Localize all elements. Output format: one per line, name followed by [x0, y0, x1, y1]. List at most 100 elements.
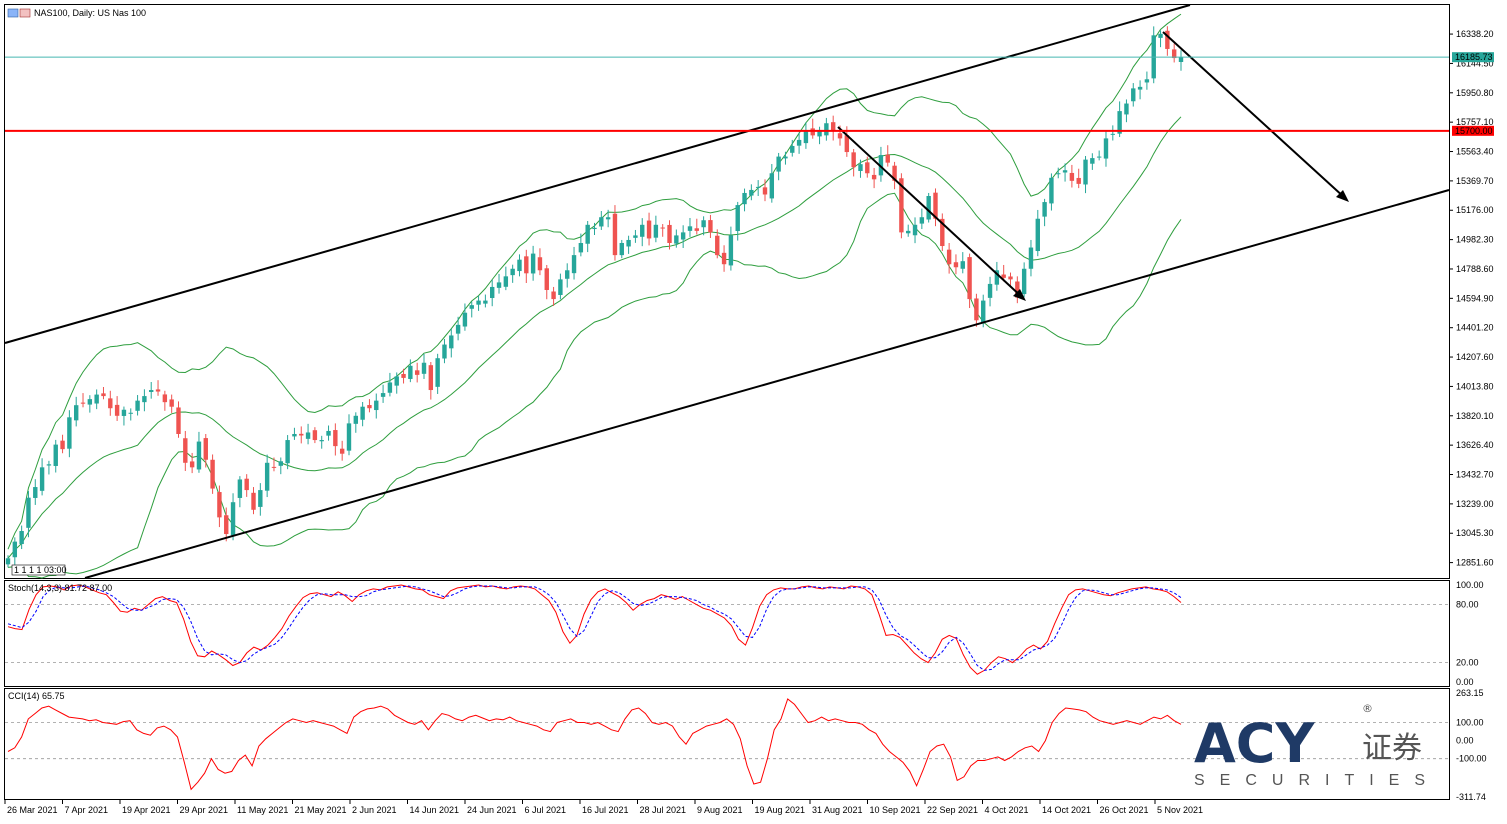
candle-body	[1015, 281, 1020, 298]
candle-body	[408, 365, 413, 379]
window-restore-icon[interactable]	[19, 8, 31, 18]
symbol-header[interactable]: NAS100, Daily: US Nas 100	[7, 8, 146, 18]
price-tick-label: 13045.30	[1456, 528, 1494, 538]
candle-body	[1178, 57, 1184, 62]
date-tick-label: 31 Aug 2021	[812, 805, 863, 815]
price-tick-label: 15950.80	[1456, 88, 1494, 98]
candle-body	[449, 335, 454, 349]
window-menu-icon[interactable]	[7, 8, 19, 18]
candle-body	[1137, 86, 1143, 90]
bollinger-lower-line	[7, 192, 1182, 579]
bollinger-middle-line	[7, 116, 1182, 559]
candle-body	[667, 224, 672, 243]
date-tick-label: 6 Jul 2021	[525, 805, 567, 815]
candle-body	[299, 433, 304, 436]
candle-body	[837, 133, 843, 139]
candle-body	[919, 217, 925, 224]
candle-body	[994, 270, 1000, 285]
candle-body	[851, 152, 856, 168]
candle-body	[1021, 268, 1027, 295]
candle-body	[462, 312, 468, 327]
date-tick-label: 7 Apr 2021	[65, 805, 109, 815]
candle-body	[264, 462, 270, 491]
candle-body	[414, 370, 420, 375]
candle-body	[796, 139, 802, 146]
stoch-axis: 100.00 80.00 20.00 0.00	[1456, 580, 1484, 687]
price-tick-label: 16338.20	[1456, 29, 1494, 39]
candle-body	[19, 531, 24, 545]
candle-body	[1001, 274, 1006, 278]
date-axis: 26 Mar 2021 7 Apr 2021 19 Apr 2021 29 Apr 2…	[4, 800, 1203, 815]
candle-body	[12, 541, 18, 558]
candle-body	[585, 224, 590, 244]
candle-body	[946, 249, 952, 265]
logo-cn-text: 证券	[1362, 731, 1422, 766]
candle-body	[653, 224, 659, 238]
candle-body	[73, 405, 79, 421]
timeframe-box	[11, 564, 66, 576]
date-tick-label: 21 May 2021	[295, 805, 347, 815]
price-tick-label: 13239.00	[1456, 499, 1494, 509]
candle-body	[292, 433, 297, 437]
candle-body	[680, 232, 686, 240]
forecast-arrows	[837, 31, 1349, 301]
candle-body	[1090, 158, 1095, 164]
symbol-title: NAS100, Daily: US Nas 100	[34, 8, 146, 18]
candle-body	[230, 502, 236, 536]
price-tick-label: 15369.70	[1456, 176, 1494, 186]
candle-body	[121, 409, 127, 416]
candle-body	[87, 399, 93, 405]
candle-body	[101, 393, 106, 397]
candle-body	[987, 283, 993, 298]
candle-body	[1171, 49, 1177, 59]
candle-body	[476, 300, 481, 305]
stoch-d-line	[7, 585, 1182, 671]
price-tick-label: 14594.90	[1456, 293, 1494, 303]
price-tick-label: 15563.40	[1456, 147, 1494, 157]
candle-body	[810, 128, 815, 136]
candle-body	[858, 164, 863, 171]
candle-body	[974, 298, 979, 321]
price-tick-label: 14982.30	[1456, 235, 1494, 245]
cci-tick-label: 263.15	[1456, 688, 1484, 698]
candle-body	[878, 155, 884, 176]
stoch-pane	[4, 580, 1450, 687]
current-price-box	[1452, 52, 1494, 63]
candle-body	[912, 224, 918, 236]
price-tick-label: 14788.60	[1456, 264, 1494, 274]
candle-body	[565, 270, 570, 279]
candle-body	[312, 430, 318, 441]
price-labels: 16185.73 15700.00	[1452, 52, 1494, 136]
candle-body	[401, 373, 406, 378]
candle-body	[387, 382, 393, 393]
candle-body	[892, 165, 897, 181]
cci-tick-label: 100.00	[1456, 718, 1484, 728]
timeframe-indicator: 1 1 1 1 03:00	[11, 564, 67, 576]
cci-axis: 263.15 100.00 0.00 -100.00 -311.74	[1456, 688, 1487, 802]
date-tick-label: 19 Apr 2021	[122, 805, 171, 815]
candle-body	[646, 220, 652, 239]
down-arrow-sep-head	[1013, 289, 1026, 301]
candle-body	[960, 261, 965, 269]
cci-tick-label: -311.74	[1456, 792, 1486, 802]
logo-registered: ®	[1362, 702, 1373, 715]
price-tick-label: 14207.60	[1456, 352, 1494, 362]
channel-lines	[4, 4, 1450, 579]
cci-gridlines	[5, 722, 1449, 760]
candle-body	[1042, 202, 1047, 217]
candle-body	[380, 393, 386, 397]
candle-body	[39, 467, 45, 491]
date-tick-label: 26 Oct 2021	[1100, 805, 1149, 815]
candle-body	[1083, 159, 1088, 185]
candle-body	[885, 154, 890, 163]
candle-body	[346, 423, 352, 451]
candle-body	[114, 404, 120, 416]
candle-body	[776, 156, 781, 172]
candle-body	[762, 187, 768, 195]
candle-body	[721, 252, 727, 265]
candle-body	[530, 253, 536, 274]
date-tick-label: 14 Jun 2021	[410, 805, 460, 815]
candle-body	[1144, 79, 1150, 83]
candle-body	[224, 515, 229, 535]
